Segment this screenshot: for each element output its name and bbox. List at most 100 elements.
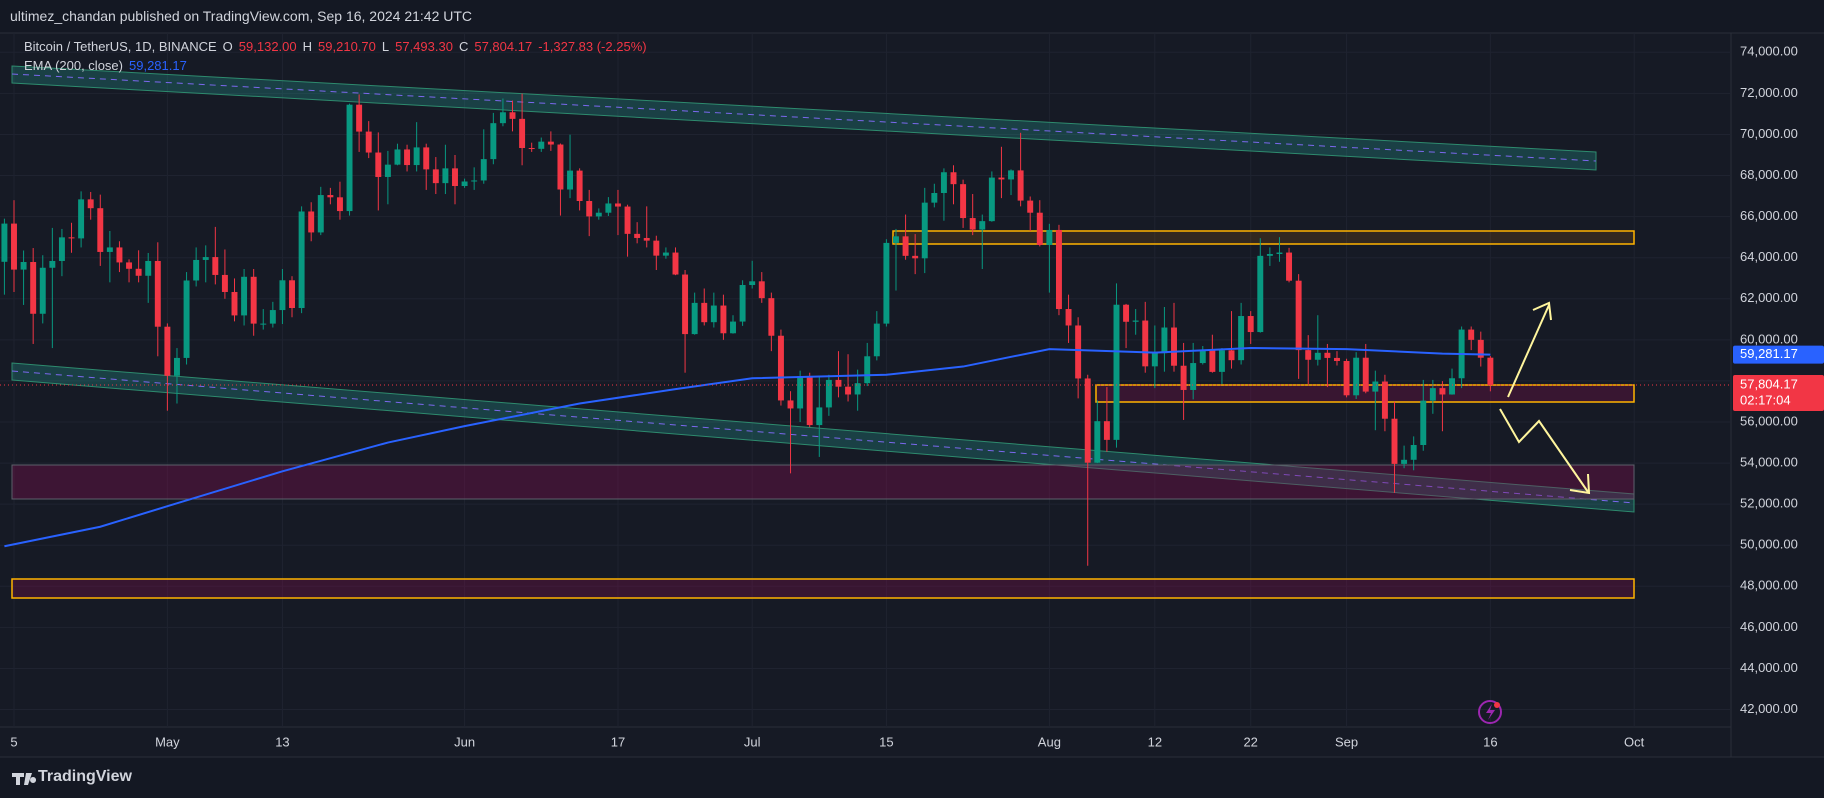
candle-body [193, 259, 200, 281]
candle-body [1017, 170, 1024, 201]
candle-body [499, 112, 506, 124]
candle-body [777, 335, 784, 401]
candle-body [682, 274, 689, 335]
candle-body [442, 168, 449, 184]
candle-body [106, 247, 113, 252]
candle-body [126, 262, 133, 269]
indicator-legend: EMA (200, close) 59,281.17 [20, 58, 189, 73]
candle-body [298, 211, 305, 309]
ohlc-key: C [458, 39, 469, 54]
candle-body [528, 148, 535, 150]
ema-line [4, 347, 1491, 548]
ohlc-key: L [381, 39, 390, 54]
x-tick-label: 17 [611, 734, 625, 749]
candle-body [672, 252, 679, 275]
candle-body [1487, 357, 1494, 385]
candle-body [183, 280, 190, 358]
candle-body [1334, 357, 1340, 362]
arrows [1499, 301, 1591, 495]
resistance-box [892, 230, 1635, 245]
candle-body [1084, 378, 1091, 463]
candle-body [1286, 252, 1293, 281]
channel-lower [11, 362, 1635, 513]
arrow-head [1569, 473, 1591, 495]
candle-body [1036, 212, 1043, 245]
candle-body [164, 326, 171, 376]
candle-body [1314, 352, 1321, 360]
candle-body [557, 144, 564, 190]
candle-body [241, 276, 248, 316]
candle-body [1228, 350, 1235, 361]
candle-body [864, 356, 871, 384]
candle-body [768, 298, 775, 336]
x-tick-label: Jun [454, 734, 475, 749]
candles [0, 93, 1731, 566]
candle-body [375, 152, 382, 177]
candle-body [509, 112, 516, 119]
candle-body [806, 376, 813, 426]
x-tick-label: 12 [1148, 734, 1162, 749]
candle-body [231, 291, 238, 316]
y-tick-label: 66,000.00 [1740, 208, 1798, 223]
candle-body [1190, 363, 1197, 390]
last-price-box [1733, 374, 1824, 411]
candle-body [586, 201, 593, 217]
candle-body [116, 247, 123, 263]
candle-body [912, 255, 919, 259]
alert-icon[interactable] [1486, 704, 1495, 720]
candle-body [1065, 309, 1072, 326]
logo [12, 773, 37, 785]
candle-body [1161, 327, 1168, 354]
y-tick-label: 68,000.00 [1740, 167, 1798, 182]
y-tick-label: 56,000.00 [1740, 413, 1798, 428]
candle-body [605, 203, 612, 213]
candle-body [346, 104, 353, 212]
channel-mid [11, 370, 1635, 504]
drawings [11, 65, 1635, 599]
candle-body [68, 237, 75, 239]
pane-bg [0, 33, 1824, 757]
candle-body [1353, 357, 1360, 396]
candle-body [1381, 381, 1388, 419]
candle-body [423, 147, 430, 170]
candle-body [1468, 329, 1475, 340]
last-price-label: 57,804.17 [1740, 376, 1798, 391]
candle-body [1113, 304, 1120, 440]
y-tick-label: 64,000.00 [1740, 249, 1798, 264]
candle-body [1008, 170, 1015, 180]
x-tick-label: Aug [1038, 734, 1061, 749]
candle-body [653, 240, 660, 256]
candle-body [1, 223, 8, 262]
candle-body [58, 237, 65, 261]
candle-body [365, 131, 372, 153]
candle-body [317, 195, 324, 233]
candle-body [749, 281, 756, 286]
y-tick-label: 50,000.00 [1740, 537, 1798, 552]
candle-body [413, 147, 420, 166]
candle-body [174, 357, 180, 376]
candle-body [452, 168, 458, 187]
change: -1,327.83 (-2.25%) [538, 39, 647, 54]
candle-body [384, 164, 391, 177]
ema-price-box [1733, 345, 1824, 364]
brand: TradingView [38, 768, 132, 785]
ohlc-key: H [302, 39, 313, 54]
alert-icon[interactable] [1478, 700, 1502, 724]
candle-body [595, 212, 602, 217]
candle-body [250, 276, 257, 324]
candle-body [1295, 280, 1302, 351]
candle-body [1103, 421, 1110, 440]
y-tick-label: 44,000.00 [1740, 660, 1798, 675]
candle-body [135, 268, 142, 276]
candle-body [816, 407, 823, 426]
candle-body [931, 192, 938, 203]
candle-body [327, 195, 334, 198]
candle-body [1449, 378, 1455, 395]
candle-body [739, 285, 746, 322]
candle-body [567, 170, 574, 190]
candle-body [547, 141, 554, 145]
demand-zone [11, 464, 1635, 500]
x-tick-label: Sep [1335, 734, 1358, 749]
candle-body [758, 281, 765, 299]
